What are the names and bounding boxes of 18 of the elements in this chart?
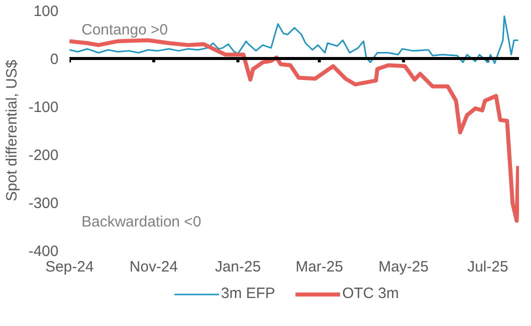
legend-label: 3m EFP — [221, 285, 276, 302]
y-tick-label: -200 — [28, 147, 59, 164]
y-tick-label: -300 — [28, 195, 59, 212]
annotation: Backwardation <0 — [82, 214, 202, 230]
y-tick-label: -100 — [28, 99, 59, 116]
x-tick-label: Jul-25 — [467, 258, 508, 276]
x-tick-label: Mar-25 — [296, 258, 344, 276]
annotation: Contango >0 — [82, 22, 168, 38]
y-tick-label: 100 — [33, 3, 59, 20]
x-tick-label: Sep-24 — [45, 258, 94, 276]
line-series — [70, 16, 519, 64]
x-tick-label: May-25 — [378, 258, 429, 276]
legend-label: OTC 3m — [342, 285, 399, 302]
x-tick-label: Nov-24 — [130, 258, 178, 276]
y-tick-label: 0 — [50, 51, 58, 68]
y-tick-label: -400 — [28, 243, 59, 260]
x-tick-label: Jan-25 — [214, 258, 261, 276]
y-axis-title: Spot differential, US$ — [3, 59, 20, 202]
